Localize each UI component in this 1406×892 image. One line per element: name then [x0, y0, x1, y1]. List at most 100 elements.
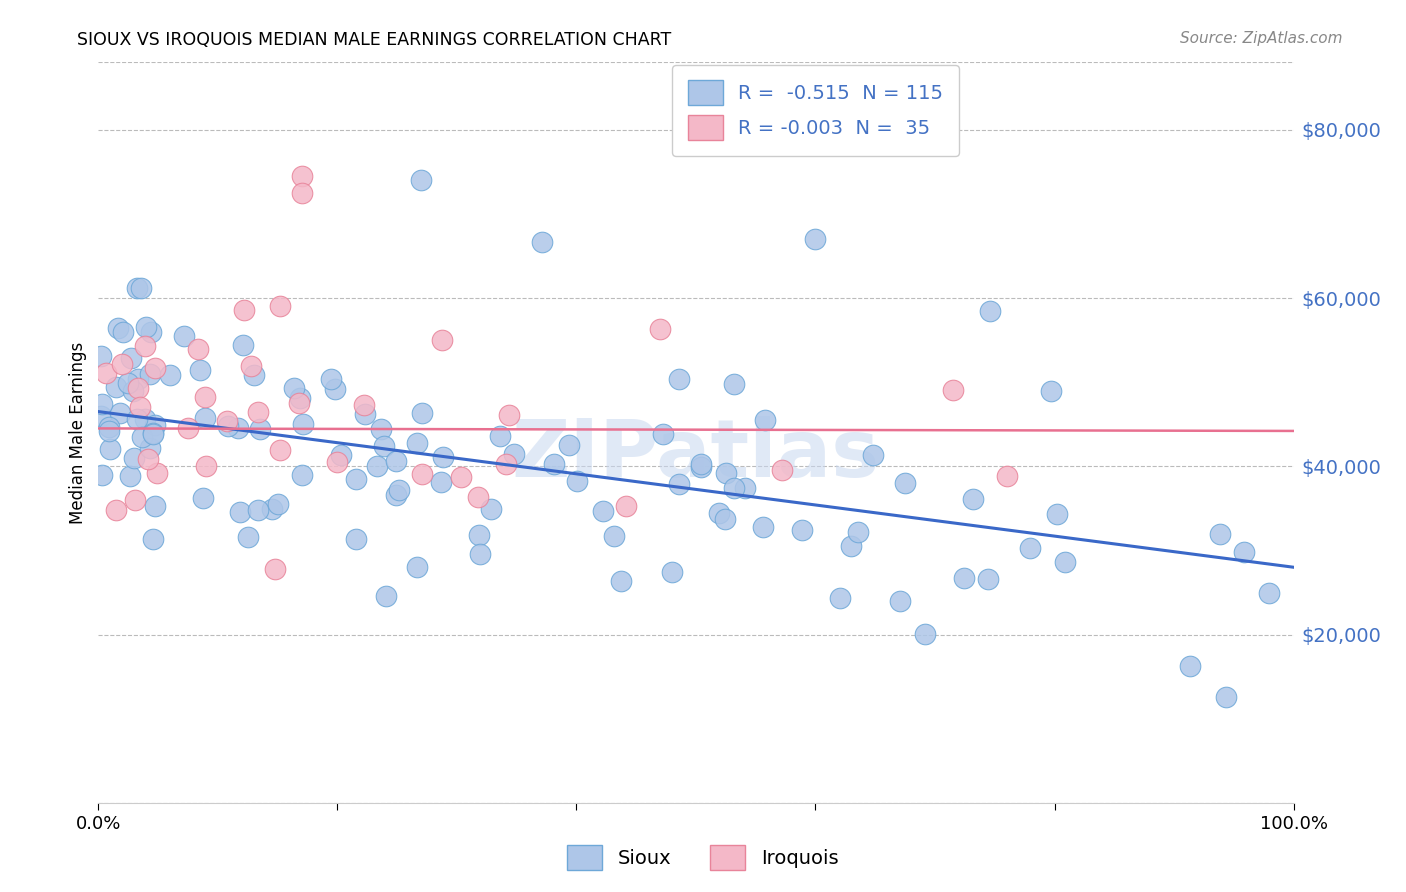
Point	[139, 368, 162, 382]
Point	[107, 320, 129, 334]
Point	[889, 594, 911, 608]
Point	[136, 451, 159, 466]
Point	[1046, 508, 1069, 522]
Text: SIOUX VS IROQUOIS MEDIAN MALE EARNINGS CORRELATION CHART: SIOUX VS IROQUOIS MEDIAN MALE EARNINGS C…	[77, 31, 672, 49]
Point	[610, 574, 633, 588]
Point	[131, 430, 153, 444]
Point	[495, 457, 517, 471]
Point	[323, 382, 346, 396]
Point	[141, 532, 163, 546]
Point	[1257, 586, 1279, 600]
Point	[503, 447, 526, 461]
Point	[962, 491, 984, 506]
Point	[291, 169, 314, 183]
Point	[91, 397, 114, 411]
Point	[269, 299, 291, 313]
Point	[288, 391, 311, 405]
Point	[232, 338, 254, 352]
Point	[121, 384, 143, 399]
Point	[108, 406, 131, 420]
Point	[249, 422, 271, 436]
Point	[142, 427, 165, 442]
Point	[139, 326, 162, 340]
Point	[267, 497, 290, 511]
Point	[384, 454, 406, 468]
Text: ZIPatlas: ZIPatlas	[512, 416, 880, 494]
Point	[291, 417, 314, 431]
Point	[291, 468, 314, 483]
Point	[344, 532, 367, 546]
Point	[111, 326, 134, 340]
Text: Source: ZipAtlas.com: Source: ZipAtlas.com	[1180, 31, 1343, 46]
Point	[531, 235, 554, 250]
Point	[194, 390, 217, 404]
Point	[228, 421, 250, 435]
Point	[129, 281, 152, 295]
Point	[146, 467, 169, 481]
Point	[651, 426, 673, 441]
Point	[353, 398, 375, 412]
Point	[319, 372, 342, 386]
Point	[90, 409, 112, 423]
Point	[752, 519, 775, 533]
Point	[603, 529, 626, 543]
Legend: R =  -0.515  N = 115, R = -0.003  N =  35: R = -0.515 N = 115, R = -0.003 N = 35	[672, 65, 959, 155]
Point	[432, 450, 454, 465]
Point	[98, 442, 121, 456]
Point	[177, 421, 200, 435]
Point	[111, 357, 134, 371]
Point	[91, 468, 114, 483]
Point	[1053, 555, 1076, 569]
Point	[96, 366, 118, 380]
Point	[668, 372, 690, 386]
Point	[995, 469, 1018, 483]
Point	[326, 455, 349, 469]
Point	[498, 408, 520, 422]
Point	[135, 319, 157, 334]
Point	[714, 466, 737, 480]
Point	[247, 405, 270, 419]
Point	[470, 547, 492, 561]
Point	[709, 506, 731, 520]
Point	[1178, 659, 1201, 673]
Point	[953, 571, 976, 585]
Point	[942, 383, 965, 397]
Point	[862, 448, 884, 462]
Point	[194, 411, 217, 425]
Point	[558, 438, 581, 452]
Point	[481, 501, 503, 516]
Point	[105, 380, 128, 394]
Point	[770, 463, 793, 477]
Point	[1040, 384, 1063, 398]
Point	[1019, 541, 1042, 556]
Point	[489, 429, 512, 443]
Point	[173, 329, 195, 343]
Point	[105, 503, 128, 517]
Point	[97, 420, 120, 434]
Point	[127, 411, 149, 425]
Point	[128, 401, 150, 415]
Point	[239, 359, 262, 373]
Point	[143, 361, 166, 376]
Point	[830, 591, 852, 605]
Point	[125, 280, 148, 294]
Point	[565, 474, 588, 488]
Y-axis label: Median Male Earnings: Median Male Earnings	[69, 342, 87, 524]
Point	[117, 376, 139, 391]
Point	[429, 475, 451, 489]
Point	[690, 457, 713, 471]
Point	[193, 491, 215, 506]
Point	[354, 407, 377, 421]
Point	[159, 368, 181, 383]
Point	[269, 442, 291, 457]
Point	[543, 457, 565, 471]
Point	[291, 186, 314, 200]
Point	[229, 505, 252, 519]
Point	[592, 504, 614, 518]
Point	[97, 424, 120, 438]
Point	[714, 512, 737, 526]
Point	[217, 414, 239, 428]
Point	[243, 368, 266, 383]
Point	[977, 572, 1000, 586]
Point	[124, 492, 146, 507]
